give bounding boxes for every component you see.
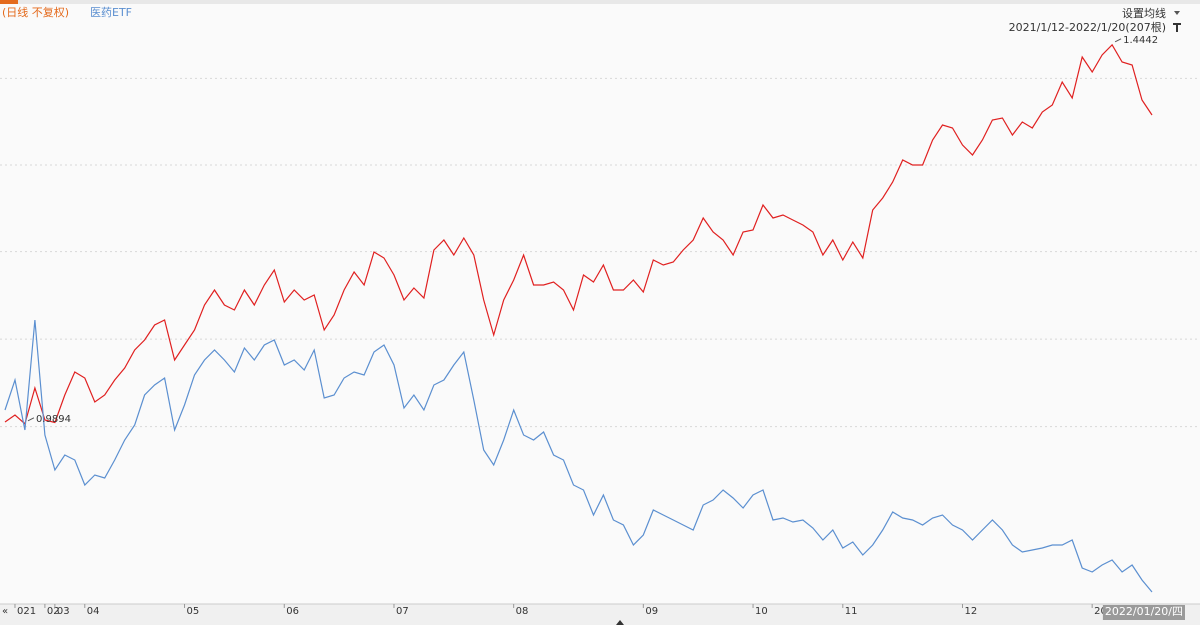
x-axis-bar bbox=[0, 604, 1200, 625]
pin-icon[interactable] bbox=[1173, 23, 1181, 32]
series-line bbox=[4, 319, 1153, 593]
x-tick-label: 021 bbox=[17, 606, 36, 617]
x-tick-label: 11 bbox=[845, 606, 858, 617]
scroll-left[interactable]: « bbox=[2, 606, 8, 617]
x-tick-label: 04 bbox=[87, 606, 100, 617]
legend-entry: 医药ETF bbox=[90, 6, 132, 19]
series-line bbox=[4, 43, 1153, 425]
x-tick-label: 05 bbox=[187, 606, 200, 617]
ma-menu[interactable]: 设置均线 bbox=[1122, 6, 1166, 20]
scroll-marker[interactable] bbox=[616, 620, 624, 625]
subtitle: (日线 不复权) bbox=[2, 5, 69, 19]
x-tick-label: 08 bbox=[516, 606, 529, 617]
dropdown-arrow[interactable] bbox=[1174, 11, 1180, 15]
x-tick-label: 09 bbox=[645, 606, 658, 617]
toolbar bbox=[0, 0, 1200, 4]
toolbar-tab[interactable] bbox=[0, 0, 18, 4]
annotation-arrow bbox=[1114, 38, 1122, 43]
x-tick-label: 07 bbox=[396, 606, 409, 617]
range-label: 2021/1/12-2022/1/20(207根) bbox=[1009, 20, 1166, 34]
current-date-label: 2022/01/20/四 bbox=[1105, 605, 1183, 618]
annotation: 0.9894 bbox=[36, 414, 71, 425]
x-tick-label: 12 bbox=[964, 606, 977, 617]
x-tick-label: 03 bbox=[57, 606, 70, 617]
annotation-arrow bbox=[27, 417, 35, 422]
x-tick-label: 02 bbox=[47, 606, 60, 617]
current-date-box bbox=[1102, 605, 1185, 620]
x-tick-label: 10 bbox=[755, 606, 768, 617]
annotation: 1.4442 bbox=[1123, 35, 1158, 46]
x-tick-label: 06 bbox=[286, 606, 299, 617]
